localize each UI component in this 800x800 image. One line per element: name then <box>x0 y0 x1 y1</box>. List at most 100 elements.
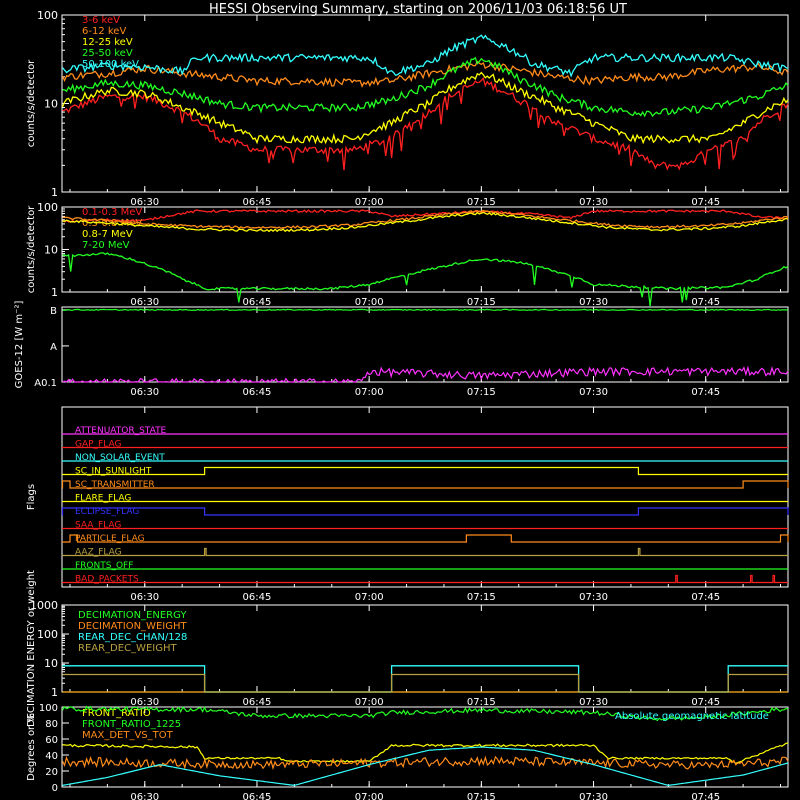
x-tick-label: 07:15 <box>467 697 496 708</box>
legend-entry: 0.1-0.3 MeV <box>82 207 142 218</box>
legend-entry: 6-12 keV <box>82 26 126 37</box>
x-tick-label: 07:15 <box>467 792 496 800</box>
ratio-series-3 <box>62 746 789 787</box>
legend-entry: 7-20 MeV <box>82 240 130 251</box>
y-tick-label: 1000 <box>30 599 58 612</box>
x-tick-label: 06:45 <box>243 592 272 603</box>
goes-series-1 <box>62 365 789 384</box>
flag-trace-11 <box>62 574 788 584</box>
x-tick-label: 07:30 <box>579 697 608 708</box>
panel-low-energy: 06:30 06:45 07:00 07:15 07:30 07:45 counts/s/d… <box>26 9 789 208</box>
panel-flags: 06:30 06:45 07:00 07:15 07:30 07:45 Flags ATTEN… <box>26 406 789 603</box>
x-tick-label: 07:15 <box>467 297 496 308</box>
legend-entry: 25-50 keV <box>82 48 133 59</box>
plot-frame-ratios <box>61 706 789 788</box>
series-line-3 <box>62 252 789 307</box>
y-tick-label: 100 <box>37 9 58 22</box>
ratio-series-0 <box>62 742 789 765</box>
legend-entry: FRONT_RATIO <box>82 708 151 719</box>
flag-trace-3 <box>62 466 788 476</box>
series-line-2 <box>62 211 789 233</box>
series-line-1 <box>61 60 789 88</box>
y-tick-label: A0.1 <box>34 378 57 389</box>
legend-entry: DECIMATION_ENERGY <box>78 610 187 621</box>
panel-goes: 06:30 06:45 07:00 07:15 07:30 07:45 GOES-12 [W… <box>14 301 789 398</box>
legend-entry: FRONT_RATIO_1225 <box>82 719 181 730</box>
y-tick-label: 1 <box>51 186 58 199</box>
ratio-series-1 <box>61 705 788 722</box>
legend-entry: 3-6 keV <box>82 15 120 26</box>
series-line-1 <box>62 209 789 230</box>
y-axis-label: DECIMATION ENERGY or weight <box>26 570 37 727</box>
x-tick-label: 07:45 <box>691 387 720 398</box>
x-tick-label: 07:45 <box>691 297 720 308</box>
x-tick-label: 06:30 <box>130 592 159 603</box>
x-tick-label: 07:30 <box>579 197 608 208</box>
x-tick-label: 07:00 <box>355 792 384 800</box>
flag-trace-4 <box>61 480 789 489</box>
flag-label: PARTICLE_FLAG <box>75 534 145 544</box>
x-tick-label: 07:30 <box>579 387 608 398</box>
series-line-0 <box>62 76 789 171</box>
legend-entry: 12-25 keV <box>82 37 133 48</box>
legend-entry: 50-100 keV <box>82 59 139 70</box>
plot-frame-flags <box>61 406 789 588</box>
x-tick-label: 06:30 <box>130 297 159 308</box>
flag-label: SAA_FLAG <box>75 521 121 531</box>
y-tick-label: 100 <box>37 201 58 214</box>
flag-trace-8 <box>62 534 789 543</box>
panel-ratios: 06:30 06:45 07:00 07:15 07:30 07:45 Degrees or… <box>26 703 789 800</box>
y-tick-label: 10 <box>44 657 58 670</box>
x-tick-label: 07:00 <box>355 387 384 398</box>
flag-label: GAP_FLAG <box>75 440 121 450</box>
y-axis-label: counts/s/detector <box>26 205 37 293</box>
chart-title: HESSI Observing Summary, starting on 200… <box>209 2 627 17</box>
y-axis-label: Degrees or % <box>26 713 37 781</box>
goes-series-0 <box>62 308 788 311</box>
y-tick-label: 0 <box>52 783 58 794</box>
y-axis-label: Flags <box>26 484 37 510</box>
annotation-geomag-latitude: Absolute geomagnetic latitude <box>615 711 769 722</box>
flag-label: SC_IN_SUNLIGHT <box>75 467 152 477</box>
x-tick-label: 06:45 <box>243 792 272 800</box>
y-tick-label: 20 <box>45 767 58 778</box>
flag-label: AAZ_FLAG <box>75 548 122 558</box>
series-line-3 <box>62 56 789 118</box>
y-tick-label: 10 <box>44 98 58 111</box>
x-tick-label: 06:45 <box>243 697 272 708</box>
x-tick-label: 07:30 <box>579 592 608 603</box>
x-tick-label: 07:30 <box>579 297 608 308</box>
x-tick-label: 07:00 <box>355 297 384 308</box>
y-tick-label: 80 <box>45 719 58 730</box>
x-tick-label: 06:45 <box>243 297 272 308</box>
x-tick-label: 07:30 <box>579 792 608 800</box>
legend-entry: REAR_DEC_CHAN/128 <box>78 632 187 643</box>
series-line-2 <box>61 71 789 145</box>
flag-label: ATTENUATOR_STATE <box>75 426 167 436</box>
y-tick-label: 1 <box>51 686 58 699</box>
flag-label: SC_TRANSMITTER <box>75 480 155 490</box>
flag-label: NON_SOLAR_EVENT <box>75 453 165 463</box>
x-tick-label: 06:30 <box>130 387 159 398</box>
y-tick-label: 10 <box>44 244 58 257</box>
legend-entry: DECIMATION_WEIGHT <box>78 621 187 632</box>
legend-entry: MAX_DET_VS_TOT <box>82 730 174 741</box>
y-tick-label: B <box>50 306 57 317</box>
panel-decimation: 06:30 06:45 07:00 07:15 07:30 07:45 DECIMATION… <box>26 570 789 727</box>
series-line-3 <box>62 673 788 693</box>
x-tick-label: 07:45 <box>691 592 720 603</box>
ratio-series-2 <box>61 755 789 771</box>
plot-frame-goes <box>61 306 789 383</box>
y-tick-label: 40 <box>45 751 58 762</box>
series-line-0 <box>62 209 789 223</box>
y-tick-label: 60 <box>45 735 58 746</box>
x-tick-label: 07:00 <box>355 592 384 603</box>
y-tick-label: 1 <box>51 286 58 299</box>
y-tick-label: 100 <box>39 703 58 714</box>
y-axis-label: GOES-12 [W m⁻²] <box>14 301 25 389</box>
x-tick-label: 07:00 <box>355 197 384 208</box>
x-tick-label: 07:45 <box>691 197 720 208</box>
x-tick-label: 07:45 <box>691 697 720 708</box>
series-line-4 <box>62 34 789 78</box>
